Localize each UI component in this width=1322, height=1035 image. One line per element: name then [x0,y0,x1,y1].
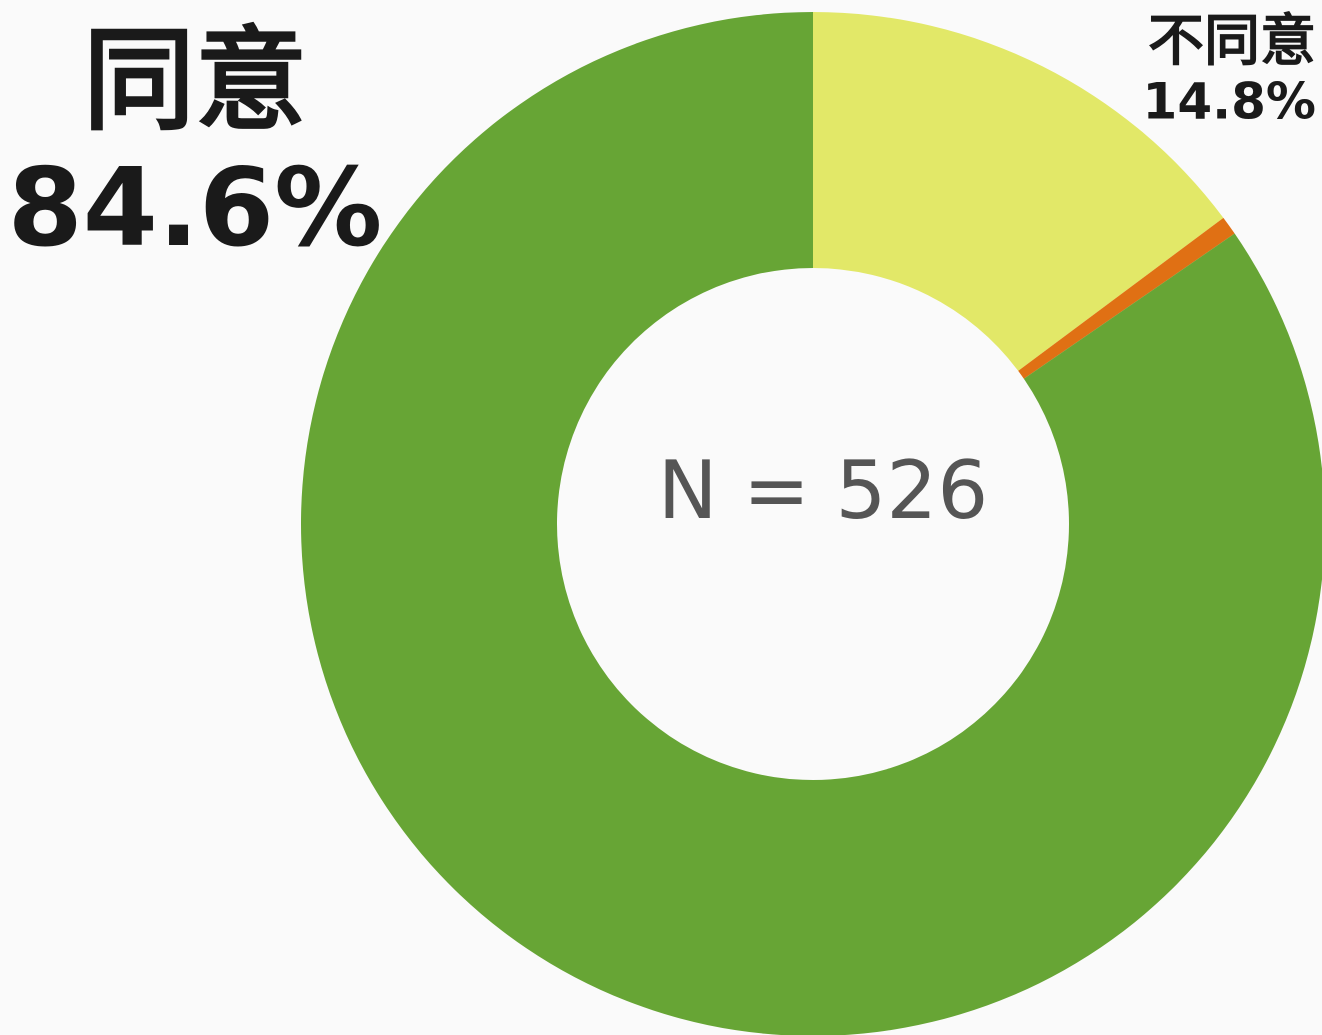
slice-value-label: 84.6% [8,146,383,271]
donut-slice [301,12,1322,1035]
slice-value-label: 14.8% [1143,73,1316,131]
donut-slice [1018,217,1235,379]
slice-label: 不同意 [1148,9,1316,74]
donut-slice [813,12,1224,371]
center-label: N = 526 [658,444,988,537]
slice-label: 同意 [83,16,307,146]
